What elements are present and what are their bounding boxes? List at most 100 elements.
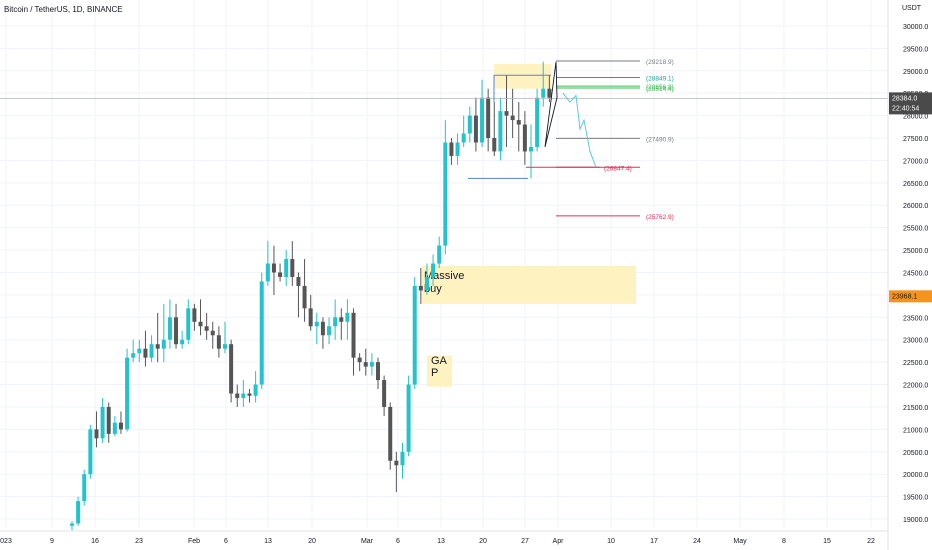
- y-tick-label: 20000.0: [903, 472, 928, 479]
- candle-body: [88, 429, 93, 475]
- candle-body: [161, 339, 166, 349]
- price-tag-text: 28384.0: [892, 95, 917, 102]
- candle-body: [339, 317, 344, 322]
- x-tick-label: Feb: [188, 538, 200, 545]
- candle-body: [480, 97, 485, 143]
- chart-title: Bitcoin / TetherUS, 1D, BINANCE: [4, 5, 123, 14]
- time-axis[interactable]: 023 9 16 23 Feb 6 13 20 Mar 6 13 20 27 Apr 10 17 24 May 8 1…: [0, 530, 888, 545]
- y-tick-label: 25000.0: [903, 248, 928, 255]
- x-tick-label: May: [733, 538, 747, 545]
- zone-label-gap: GA P: [431, 355, 448, 379]
- y-tick-label: 27000.0: [903, 158, 928, 165]
- grid-lines: [0, 0, 888, 528]
- x-tick-label: 9: [50, 538, 54, 545]
- x-tick-label: 6: [224, 538, 228, 545]
- candle-body: [486, 97, 491, 138]
- candle-body: [290, 259, 295, 277]
- candle-body: [143, 348, 148, 358]
- candle-body: [504, 111, 509, 116]
- candle-body: [308, 308, 313, 327]
- x-tick-label: 24: [693, 538, 701, 545]
- candle-body: [112, 422, 117, 434]
- candle-body: [406, 384, 411, 452]
- candle-body: [510, 115, 515, 121]
- candle-body: [167, 317, 172, 340]
- candle-body: [535, 97, 540, 147]
- price-tag-text: 23968.1: [892, 293, 917, 300]
- x-tick-label: 6: [396, 538, 400, 545]
- candle-body: [529, 146, 533, 152]
- candle-body: [210, 330, 215, 336]
- candle-body: [137, 348, 142, 354]
- x-tick-label: 15: [823, 538, 831, 545]
- candle-body: [314, 321, 319, 327]
- level-label: (27490.9): [646, 136, 674, 143]
- y-tick-label: 29000.0: [903, 69, 928, 76]
- level-label: (28614.4): [646, 86, 674, 93]
- x-tick-label: 17: [650, 538, 658, 545]
- y-tick-label: 26500.0: [903, 181, 928, 188]
- x-tick-label: 13: [437, 538, 445, 545]
- candle-body: [82, 474, 87, 502]
- candle-body: [473, 115, 478, 143]
- drawing-tools: (29218.9) (28849.1)(28656.8)(28614.4) (274…: [0, 59, 888, 221]
- y-tick-label: 20500.0: [903, 450, 928, 457]
- candle-body: [461, 133, 466, 143]
- candle-body: [149, 344, 154, 358]
- y-tick-label: 21500.0: [903, 405, 928, 412]
- candle-body: [204, 326, 209, 331]
- candle-body: [369, 362, 374, 367]
- candle-body: [443, 142, 448, 246]
- x-tick-label: Mar: [361, 538, 374, 545]
- level-label: (28656.8): [646, 84, 674, 91]
- level-label: (28849.1): [646, 76, 674, 83]
- y-tick-label: 23500.0: [903, 315, 928, 322]
- candle-body: [357, 357, 362, 363]
- candle-body: [437, 245, 442, 264]
- candle-body: [302, 285, 307, 309]
- candle-body: [259, 281, 264, 385]
- candle-body: [284, 259, 289, 277]
- y-tick-label: 22500.0: [903, 360, 928, 367]
- level-label: (29218.9): [646, 59, 674, 66]
- x-tick-label: 23: [135, 538, 143, 545]
- y-tick-label: 24500.0: [903, 270, 928, 277]
- candle-body: [94, 429, 99, 439]
- candle-body: [241, 393, 246, 398]
- candle-body: [70, 523, 74, 526]
- y-tick-label: 29500.0: [903, 46, 928, 53]
- price-tags: 28384.0 22:40:54 23968.1: [889, 92, 932, 303]
- candle-body: [467, 115, 472, 134]
- candle-body: [327, 326, 332, 336]
- marked-price-tag: [889, 290, 932, 303]
- candle-body: [394, 460, 399, 466]
- candle-body: [431, 263, 436, 277]
- y-tick-label: 27500.0: [903, 136, 928, 143]
- candle-body: [363, 362, 368, 367]
- candle-body: [516, 120, 521, 125]
- candle-body: [229, 344, 234, 394]
- y-tick-label: 30000.0: [903, 24, 928, 31]
- x-tick-label: 8: [782, 538, 786, 545]
- candle-body: [118, 422, 123, 430]
- level-label: (25762.9): [646, 214, 674, 221]
- candle-body: [253, 384, 258, 396]
- y-tick-label: 28000.0: [903, 114, 928, 121]
- x-tick-label: 10: [607, 538, 615, 545]
- y-tick-label: 19000.0: [903, 517, 928, 524]
- candle-body: [131, 353, 136, 358]
- x-tick-label: 023: [0, 538, 12, 545]
- x-tick-label: 20: [308, 538, 316, 545]
- candle-body: [192, 308, 197, 322]
- candle-body: [351, 312, 356, 358]
- price-axis[interactable]: 30000.029500.029000.028500.028000.027500…: [887, 0, 928, 550]
- candle-body: [449, 142, 454, 156]
- x-tick-label: 27: [521, 538, 529, 545]
- candle-body: [418, 285, 423, 291]
- candle-body: [278, 272, 283, 277]
- candle-body: [522, 124, 527, 152]
- candle-body: [198, 321, 203, 327]
- candle-body: [186, 308, 191, 340]
